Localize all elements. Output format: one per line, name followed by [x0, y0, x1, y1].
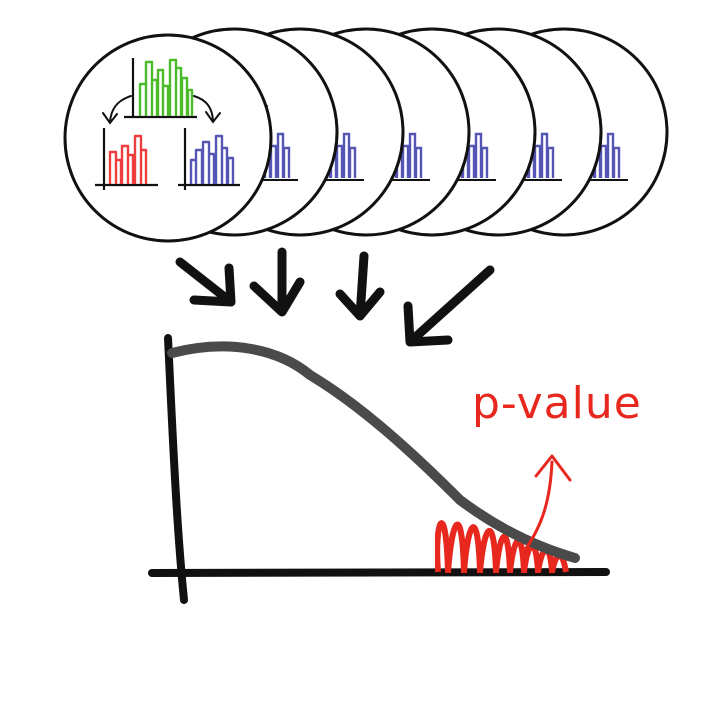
split-arrow-left [102, 95, 132, 125]
split-arrow-right [193, 95, 221, 124]
y-axis [164, 334, 188, 604]
arrow-3 [335, 251, 385, 321]
group-a-axes [95, 128, 158, 190]
resample-circles [129, 27, 669, 237]
arrow-2 [249, 247, 305, 317]
group-b-histogram [178, 128, 240, 190]
p-value-label: p-value [472, 378, 642, 429]
group-b-axes [178, 128, 240, 190]
front-circle-outline [63, 33, 273, 243]
original-histogram [124, 58, 197, 119]
group-b-bars [189, 134, 235, 184]
group-a-histogram [95, 128, 158, 190]
original-histogram-axes [124, 58, 197, 119]
p-value-tail-shading [435, 520, 569, 573]
arrows-to-distribution [175, 247, 495, 347]
original-histogram-bars [138, 58, 194, 116]
original-sample-circle [63, 33, 273, 243]
p-value-pointer-arrow [520, 454, 572, 556]
group-a-bars [108, 134, 148, 184]
null-distribution-plot: p-value [148, 334, 642, 604]
null-distribution-curve [167, 341, 580, 563]
arrow-1 [175, 257, 236, 307]
x-axis [148, 568, 610, 577]
arrow-4 [403, 265, 495, 347]
